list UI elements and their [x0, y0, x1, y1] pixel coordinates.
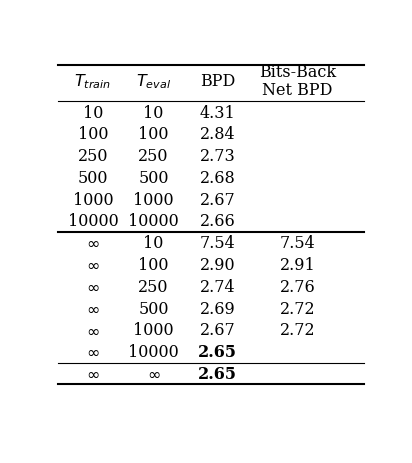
Text: 2.65: 2.65	[198, 365, 237, 382]
Text: 10: 10	[143, 235, 164, 252]
Text: 2.67: 2.67	[200, 191, 235, 208]
Text: 1000: 1000	[73, 191, 113, 208]
Text: 100: 100	[138, 257, 169, 274]
Text: 7.54: 7.54	[200, 235, 235, 252]
Text: 10000: 10000	[68, 213, 118, 230]
Text: 500: 500	[78, 169, 108, 187]
Text: $\infty$: $\infty$	[86, 322, 100, 339]
Text: $T_{train}$: $T_{train}$	[75, 72, 112, 91]
Text: Net BPD: Net BPD	[262, 81, 332, 99]
Text: 2.74: 2.74	[200, 278, 235, 295]
Text: 2.67: 2.67	[200, 322, 235, 339]
Text: 2.72: 2.72	[280, 300, 315, 317]
Text: 2.69: 2.69	[200, 300, 235, 317]
Text: BPD: BPD	[200, 73, 235, 90]
Text: 2.72: 2.72	[280, 322, 315, 339]
Text: 2.68: 2.68	[200, 169, 235, 187]
Text: 1000: 1000	[133, 322, 174, 339]
Text: $\infty$: $\infty$	[86, 344, 100, 361]
Text: 2.73: 2.73	[200, 148, 235, 165]
Text: 10000: 10000	[128, 213, 179, 230]
Text: 1000: 1000	[133, 191, 174, 208]
Text: 250: 250	[138, 278, 169, 295]
Text: 2.90: 2.90	[200, 257, 235, 274]
Text: 2.84: 2.84	[200, 126, 235, 143]
Text: 4.31: 4.31	[200, 104, 235, 121]
Text: 100: 100	[138, 126, 169, 143]
Text: 500: 500	[138, 300, 169, 317]
Text: 100: 100	[78, 126, 108, 143]
Text: 2.66: 2.66	[200, 213, 235, 230]
Text: $T_{eval}$: $T_{eval}$	[136, 72, 171, 91]
Text: 250: 250	[138, 148, 169, 165]
Text: 2.76: 2.76	[279, 278, 315, 295]
Text: 2.91: 2.91	[279, 257, 315, 274]
Text: Bits-Back: Bits-Back	[259, 64, 336, 81]
Text: 10000: 10000	[128, 344, 179, 361]
Text: $\infty$: $\infty$	[86, 257, 100, 274]
Text: 500: 500	[138, 169, 169, 187]
Text: 10: 10	[83, 104, 103, 121]
Text: $\infty$: $\infty$	[86, 278, 100, 295]
Text: $\infty$: $\infty$	[147, 365, 161, 382]
Text: 10: 10	[143, 104, 164, 121]
Text: $\infty$: $\infty$	[86, 300, 100, 317]
Text: 2.65: 2.65	[198, 344, 237, 361]
Text: 250: 250	[78, 148, 108, 165]
Text: $\infty$: $\infty$	[86, 235, 100, 252]
Text: $\infty$: $\infty$	[86, 365, 100, 382]
Text: 7.54: 7.54	[279, 235, 315, 252]
